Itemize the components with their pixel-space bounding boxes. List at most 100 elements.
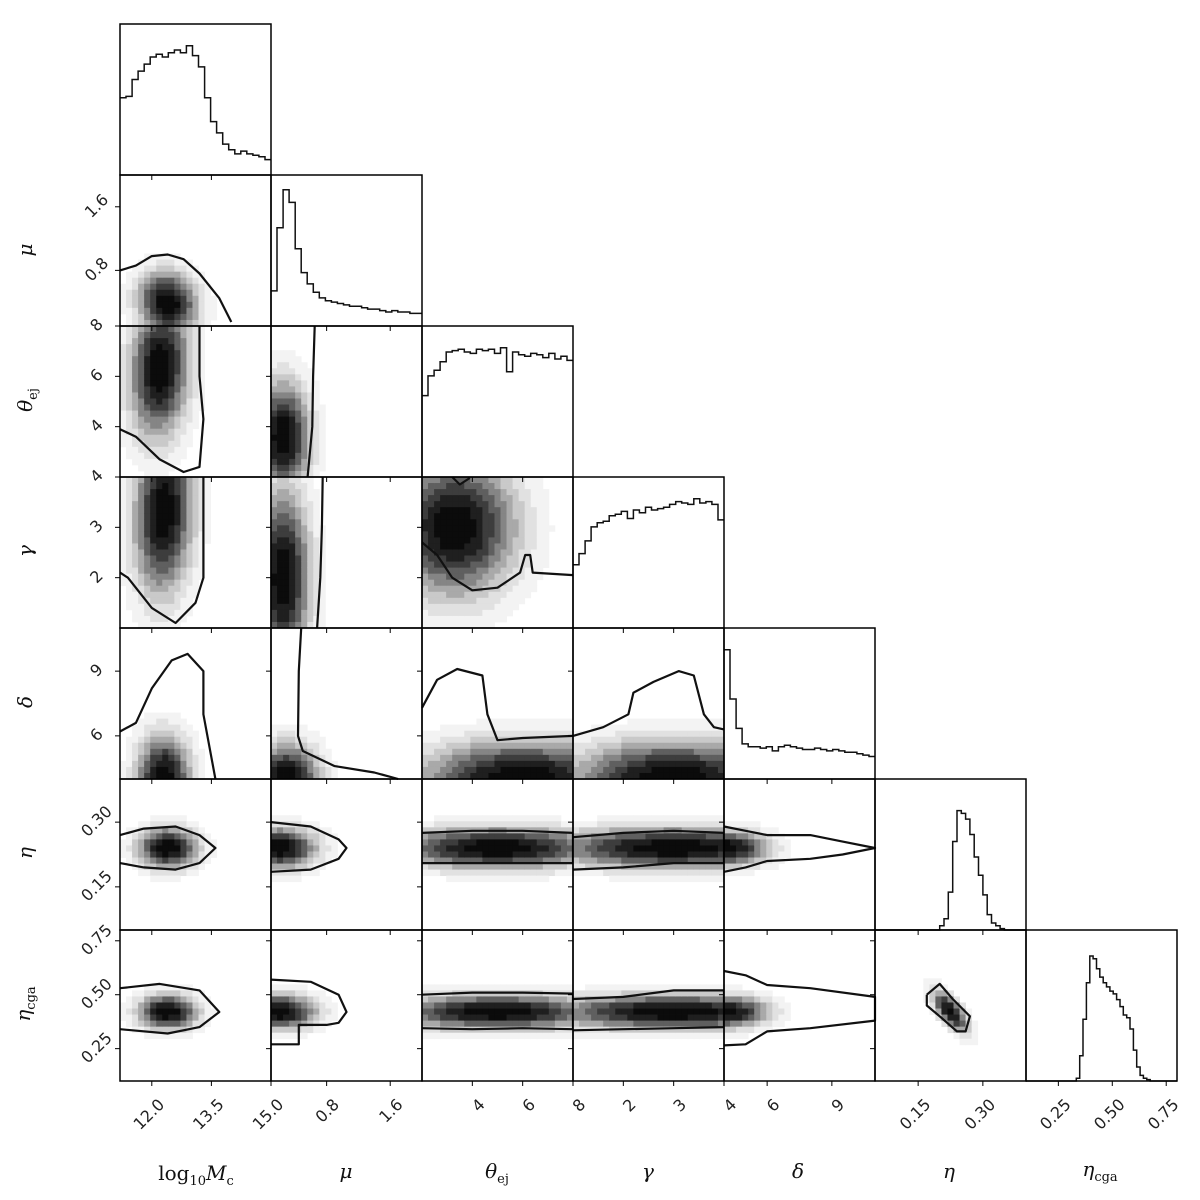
density-cell: [277, 742, 284, 750]
density-cell: [132, 326, 139, 333]
density-cell: [663, 996, 671, 1003]
density-cell: [675, 851, 683, 858]
histogram-step: [573, 498, 724, 566]
density-cell: [132, 549, 139, 556]
density-cell: [736, 1014, 743, 1021]
density-cell: [627, 730, 634, 738]
density-cell: [458, 549, 465, 556]
density-cell: [597, 857, 604, 864]
density-cell: [518, 821, 526, 828]
density-cell: [192, 277, 199, 285]
density-cell: [138, 730, 145, 738]
density-cell: [289, 380, 296, 387]
density-cell: [162, 845, 169, 852]
density-cell: [307, 591, 314, 599]
density-cell: [603, 833, 610, 840]
density-cell: [446, 489, 453, 496]
density-cell: [935, 984, 942, 991]
density-cell: [198, 1002, 205, 1009]
density-cell: [162, 362, 169, 369]
density-cell: [168, 301, 175, 309]
density-cell: [669, 875, 677, 883]
density-cell: [120, 567, 127, 575]
density-cell: [180, 525, 187, 532]
density-cell: [428, 579, 435, 587]
density-cell: [313, 489, 320, 496]
density-cell: [651, 736, 658, 744]
density-cell: [277, 579, 284, 587]
density-cell: [283, 440, 290, 448]
density-cell: [204, 289, 211, 297]
density-cell: [283, 815, 290, 822]
density-cell: [138, 609, 145, 617]
density-cell: [446, 501, 453, 508]
density-cell: [198, 748, 205, 756]
density-cell: [482, 621, 489, 629]
density-cell: [174, 301, 181, 309]
density-cell: [126, 410, 133, 417]
density-cell: [512, 549, 520, 556]
density-cell: [434, 760, 441, 768]
density-cell: [174, 869, 181, 877]
density-cell: [542, 851, 550, 858]
density-cell: [542, 766, 550, 774]
density-cell: [120, 501, 127, 508]
density-cell: [192, 477, 199, 484]
density-cell: [560, 839, 568, 846]
density-cell: [579, 1014, 586, 1021]
density-cell: [548, 742, 556, 750]
density-cell: [301, 772, 308, 780]
density-cell: [512, 519, 520, 526]
density-cell: [277, 1002, 284, 1009]
density-cell: [542, 1020, 550, 1028]
density-cell: [446, 851, 453, 858]
density-cell: [585, 821, 592, 828]
density-cell: [174, 748, 181, 756]
density-cell: [283, 597, 290, 605]
density-cell: [512, 1026, 520, 1034]
density-cell: [186, 525, 193, 532]
density-cell: [440, 833, 447, 840]
density-cell: [307, 519, 314, 526]
density-cell: [530, 537, 538, 544]
density-cell: [144, 483, 151, 490]
density-cell: [603, 1014, 610, 1021]
density-cell: [500, 549, 507, 556]
density-cell: [138, 338, 145, 345]
density-cell: [627, 1032, 634, 1040]
density-cell: [500, 477, 507, 484]
density-cell: [271, 748, 278, 756]
density-cell: [470, 591, 477, 599]
density-cell: [174, 555, 181, 562]
density-cell: [428, 597, 435, 605]
density-cell: [307, 827, 314, 834]
density-cell: [210, 307, 218, 315]
density-cell: [585, 754, 592, 762]
density-cell: [597, 869, 604, 877]
density-cell: [168, 392, 175, 399]
density-cell: [452, 615, 459, 623]
density-cell: [428, 833, 435, 840]
density-cell: [186, 344, 193, 351]
density-cell: [144, 561, 151, 568]
density-cell: [760, 1014, 767, 1021]
density-cell: [482, 1014, 489, 1021]
density-cell: [591, 1008, 598, 1015]
density-cell: [156, 748, 163, 756]
density-cell: [192, 307, 199, 315]
density-cell: [271, 597, 278, 605]
density-cell: [295, 513, 302, 520]
density-cell: [283, 350, 290, 357]
density-cell: [289, 489, 296, 496]
density-cell: [585, 748, 592, 756]
density-cell: [301, 464, 308, 472]
density-cell: [156, 597, 163, 605]
density-cell: [585, 1014, 592, 1021]
density-cell: [174, 718, 181, 726]
density-cell: [180, 531, 187, 538]
density-cell: [929, 984, 936, 991]
density-cell: [428, 567, 435, 575]
density-cell: [639, 1008, 646, 1015]
density-cell: [633, 821, 640, 828]
density-cell: [319, 543, 326, 550]
